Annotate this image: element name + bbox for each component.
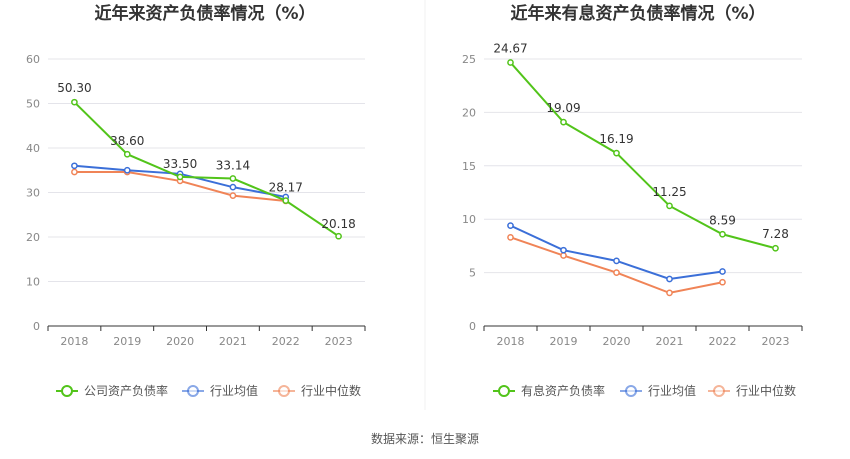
data-point-primary xyxy=(335,232,342,240)
series-line-median xyxy=(510,236,723,294)
data-point-primary xyxy=(282,197,290,204)
data-point-primary xyxy=(71,98,78,106)
y-tick-label: 5 xyxy=(469,267,476,280)
x-tick-label: 2021 xyxy=(219,335,247,348)
data-label: 50.30 xyxy=(57,81,91,95)
y-tick-label: 50 xyxy=(26,98,40,111)
legend-label: 公司资产负债率 xyxy=(84,383,168,398)
data-point-primary xyxy=(507,59,514,66)
x-tick-label: 2019 xyxy=(113,335,141,348)
x-tick-label: 2020 xyxy=(603,335,631,348)
y-tick-label: 10 xyxy=(26,276,40,289)
legend-swatch-marker xyxy=(187,385,199,397)
data-point-median xyxy=(507,234,514,241)
y-tick-label: 0 xyxy=(33,320,40,333)
legend-label: 行业均值 xyxy=(210,383,258,398)
chart-title: 近年来资产负债率情况（%） xyxy=(94,3,315,24)
data-point-primary xyxy=(719,230,726,238)
data-point-median xyxy=(666,289,673,297)
data-label: 33.50 xyxy=(163,157,197,171)
data-label: 7.28 xyxy=(762,227,789,241)
data-label: 33.14 xyxy=(216,159,250,173)
data-label: 38.60 xyxy=(110,134,144,148)
y-tick-label: 10 xyxy=(462,213,476,226)
legend-swatch-marker xyxy=(498,385,510,397)
data-point-avg xyxy=(229,183,237,191)
data-point-median xyxy=(71,168,78,176)
data-point-median xyxy=(560,252,567,259)
x-tick-label: 2019 xyxy=(550,335,578,348)
data-point-primary xyxy=(666,202,673,210)
y-tick-label: 25 xyxy=(462,53,476,66)
y-tick-label: 60 xyxy=(26,53,40,66)
legend-swatch-marker xyxy=(61,385,73,397)
y-tick-label: 15 xyxy=(462,160,476,173)
data-label: 20.18 xyxy=(321,217,355,231)
data-point-avg xyxy=(666,275,673,283)
legend-label: 行业均值 xyxy=(648,383,696,398)
data-point-primary xyxy=(123,150,131,158)
data-point-avg xyxy=(507,222,514,229)
y-tick-label: 20 xyxy=(462,106,476,119)
x-tick-label: 2021 xyxy=(656,335,684,348)
series-line-primary xyxy=(509,61,776,250)
x-tick-label: 2023 xyxy=(325,335,353,348)
x-tick-label: 2022 xyxy=(709,335,737,348)
data-point-avg xyxy=(123,166,131,174)
y-tick-label: 20 xyxy=(26,231,40,244)
x-tick-label: 2023 xyxy=(762,335,790,348)
y-tick-label: 40 xyxy=(26,142,40,155)
data-point-avg xyxy=(560,246,567,254)
x-tick-label: 2022 xyxy=(272,335,300,348)
data-point-primary xyxy=(229,175,237,182)
y-tick-label: 0 xyxy=(469,320,476,333)
chart-title: 近年来有息资产负债率情况（%） xyxy=(510,3,765,24)
data-point-avg xyxy=(71,162,78,170)
y-tick-label: 30 xyxy=(26,187,40,200)
series-line-primary xyxy=(73,101,340,238)
source-note: 数据来源：恒生聚源 xyxy=(371,431,479,446)
data-label: 8.59 xyxy=(709,213,736,227)
data-point-avg xyxy=(719,268,726,275)
data-label: 16.19 xyxy=(599,132,633,146)
data-point-median xyxy=(613,269,620,276)
x-tick-label: 2020 xyxy=(166,335,194,348)
x-tick-label: 2018 xyxy=(60,335,88,348)
data-point-median xyxy=(719,278,726,286)
legend-swatch-marker xyxy=(713,385,725,397)
legend-label: 行业中位数 xyxy=(736,383,796,398)
data-label: 11.25 xyxy=(652,185,686,199)
legend-label: 有息资产负债率 xyxy=(521,383,605,398)
legend-swatch-marker xyxy=(625,385,637,397)
data-point-median xyxy=(229,192,237,199)
data-label: 19.09 xyxy=(546,101,580,115)
data-label: 24.67 xyxy=(493,42,527,56)
data-point-primary xyxy=(613,149,620,157)
data-point-primary xyxy=(560,118,567,126)
legend-label: 行业中位数 xyxy=(301,383,361,398)
data-point-primary xyxy=(176,173,184,181)
legend-swatch-marker xyxy=(278,385,290,397)
x-tick-label: 2018 xyxy=(497,335,525,348)
data-label: 28.17 xyxy=(269,181,303,195)
data-point-primary xyxy=(772,244,779,252)
data-point-avg xyxy=(613,257,620,265)
